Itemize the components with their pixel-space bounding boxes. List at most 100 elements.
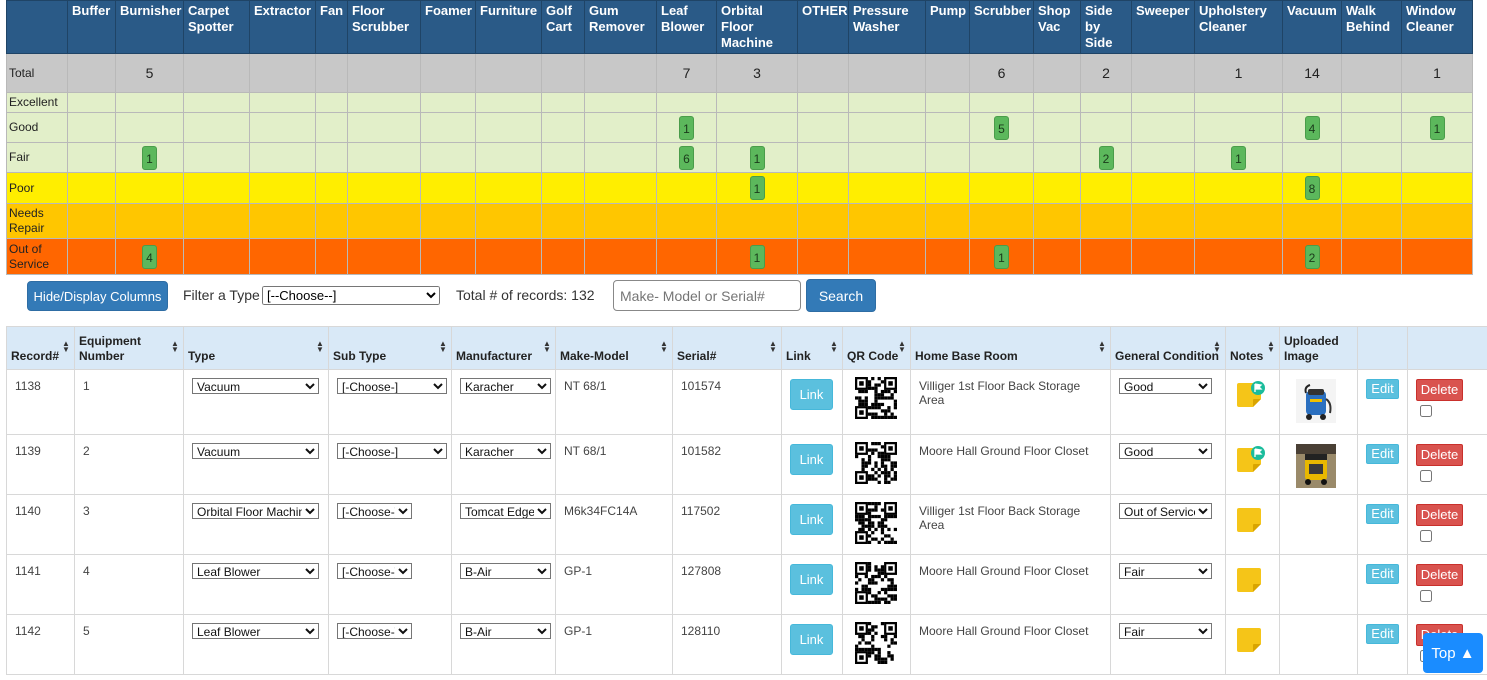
general-condition-select[interactable]: Fair — [1119, 623, 1212, 639]
link-button[interactable]: Link — [790, 624, 833, 655]
count-badge[interactable]: 1 — [142, 145, 157, 170]
count-badge[interactable]: 1 — [749, 244, 765, 269]
col-header-type[interactable]: Type ▲ ▼ — [183, 326, 329, 370]
sub-type-select[interactable]: [-Choose-] — [337, 443, 447, 459]
delete-checkbox[interactable] — [1420, 405, 1432, 417]
col-header-serial[interactable]: Serial# ▲ ▼ — [672, 326, 782, 370]
delete-button[interactable]: Delete — [1416, 504, 1463, 526]
edit-button[interactable]: Edit — [1366, 504, 1399, 524]
sub-type-select[interactable]: [-Choose-] — [337, 503, 412, 519]
col-header-home-base-room[interactable]: Home Base Room ▲ ▼ — [910, 326, 1111, 370]
col-header-manufacturer[interactable]: Manufacturer ▲ ▼ — [451, 326, 556, 370]
edit-button[interactable]: Edit — [1366, 444, 1399, 464]
summary-col-pump[interactable]: Pump — [925, 0, 970, 54]
sub-type-select[interactable]: [-Choose-] — [337, 623, 412, 639]
manufacturer-select[interactable]: B-Air — [460, 563, 551, 579]
hide-display-columns-button[interactable]: Hide/Display Columns — [27, 281, 168, 311]
manufacturer-select[interactable]: B-Air — [460, 623, 551, 639]
manufacturer-select[interactable]: Tomcat Edge — [460, 503, 551, 519]
sub-type-select[interactable]: [-Choose-] — [337, 563, 412, 579]
qr-code-icon[interactable] — [855, 622, 897, 664]
count-badge[interactable]: 4 — [142, 244, 157, 269]
summary-col-burnisher[interactable]: Burnisher — [115, 0, 184, 54]
general-condition-select[interactable]: Good — [1119, 378, 1212, 394]
summary-col-side-by-side[interactable]: Side by Side — [1080, 0, 1132, 54]
qr-code-icon[interactable] — [855, 562, 897, 604]
link-button[interactable]: Link — [790, 504, 833, 535]
sort-icon[interactable]: ▲ ▼ — [62, 339, 70, 354]
summary-col-floor-scrubber[interactable]: Floor Scrubber — [347, 0, 421, 54]
sort-icon[interactable]: ▲ ▼ — [1213, 339, 1221, 354]
summary-col-window-cleaner[interactable]: Window Cleaner — [1401, 0, 1473, 54]
sort-icon[interactable]: ▲ ▼ — [898, 339, 906, 354]
summary-col-sweeper[interactable]: Sweeper — [1131, 0, 1195, 54]
search-input[interactable] — [613, 280, 801, 311]
col-header-record[interactable]: Record# ▲ ▼ — [6, 326, 75, 370]
summary-col-upholstery-cleaner[interactable]: Upholstery Cleaner — [1194, 0, 1283, 54]
delete-button[interactable]: Delete — [1416, 379, 1463, 401]
type-select[interactable]: Leaf Blower — [192, 563, 319, 579]
back-to-top-button[interactable]: Top ▲ — [1423, 633, 1483, 673]
manufacturer-select[interactable]: Karacher — [460, 378, 551, 394]
general-condition-select[interactable]: Fair — [1119, 563, 1212, 579]
general-condition-select[interactable]: Good — [1119, 443, 1212, 459]
count-badge[interactable]: 8 — [1304, 176, 1320, 200]
col-header-make-model[interactable]: Make-Model ▲ ▼ — [555, 326, 673, 370]
summary-col-furniture[interactable]: Furniture — [475, 0, 542, 54]
qr-code-icon[interactable] — [855, 377, 897, 419]
filter-type-select[interactable]: [--Choose--] — [262, 286, 440, 305]
summary-col-foamer[interactable]: Foamer — [420, 0, 476, 54]
count-badge[interactable]: 1 — [749, 176, 765, 200]
qr-code-icon[interactable] — [855, 442, 897, 484]
count-badge[interactable]: 4 — [1304, 115, 1320, 140]
flagged-note-icon[interactable] — [1234, 379, 1268, 411]
sort-icon[interactable]: ▲ ▼ — [1267, 339, 1275, 354]
summary-col-other[interactable]: OTHER — [797, 0, 849, 54]
manufacturer-select[interactable]: Karacher — [460, 443, 551, 459]
delete-checkbox[interactable] — [1420, 590, 1432, 602]
sort-icon[interactable]: ▲ ▼ — [1098, 339, 1106, 354]
count-badge[interactable]: 2 — [1304, 244, 1320, 269]
summary-col-gum-remover[interactable]: Gum Remover — [584, 0, 657, 54]
edit-button[interactable]: Edit — [1366, 379, 1399, 399]
delete-checkbox[interactable] — [1420, 530, 1432, 542]
sort-icon[interactable]: ▲ ▼ — [769, 339, 777, 354]
col-header-general-condition[interactable]: General Condition ▲ ▼ — [1110, 326, 1226, 370]
col-header-notes[interactable]: Notes ▲ ▼ — [1225, 326, 1280, 370]
summary-col-pressure-washer[interactable]: Pressure Washer — [848, 0, 926, 54]
edit-button[interactable]: Edit — [1366, 564, 1399, 584]
flagged-note-icon[interactable] — [1234, 444, 1268, 476]
sort-icon[interactable]: ▲ ▼ — [660, 339, 668, 354]
type-select[interactable]: Vacuum — [192, 443, 319, 459]
summary-col-carpet-spotter[interactable]: Carpet Spotter — [183, 0, 250, 54]
type-select[interactable]: Vacuum — [192, 378, 319, 394]
count-badge[interactable]: 6 — [679, 145, 694, 170]
summary-col-leaf-blower[interactable]: Leaf Blower — [656, 0, 717, 54]
col-header-equipment-number[interactable]: Equipment Number ▲ ▼ — [74, 326, 184, 370]
link-button[interactable]: Link — [790, 564, 833, 595]
summary-col-vacuum[interactable]: Vacuum — [1282, 0, 1342, 54]
col-header-qr-code[interactable]: QR Code ▲ ▼ — [842, 326, 911, 370]
vacuum-photo-image[interactable] — [1296, 444, 1336, 488]
note-icon[interactable] — [1234, 504, 1268, 536]
type-select[interactable]: Orbital Floor Machine — [192, 503, 319, 519]
count-badge[interactable]: 1 — [749, 145, 765, 170]
sort-icon[interactable]: ▲ ▼ — [171, 339, 179, 354]
sort-icon[interactable]: ▲ ▼ — [316, 339, 324, 354]
sort-icon[interactable]: ▲ ▼ — [439, 339, 447, 354]
search-button[interactable]: Search — [806, 279, 876, 312]
qr-code-icon[interactable] — [855, 502, 897, 544]
col-header-link[interactable]: Link ▲ ▼ — [781, 326, 843, 370]
summary-col-golf-cart[interactable]: Golf Cart — [541, 0, 585, 54]
link-button[interactable]: Link — [790, 379, 833, 410]
count-badge[interactable]: 1 — [1231, 145, 1246, 170]
edit-button[interactable]: Edit — [1366, 624, 1399, 644]
summary-col-extractor[interactable]: Extractor — [249, 0, 316, 54]
delete-button[interactable]: Delete — [1416, 564, 1463, 586]
col-header-sub-type[interactable]: Sub Type ▲ ▼ — [328, 326, 452, 370]
link-button[interactable]: Link — [790, 444, 833, 475]
summary-col-orbital-floor-machine[interactable]: Orbital Floor Machine — [716, 0, 798, 54]
summary-col-buffer[interactable]: Buffer — [67, 0, 116, 54]
sort-icon[interactable]: ▲ ▼ — [830, 339, 838, 354]
type-select[interactable]: Leaf Blower — [192, 623, 319, 639]
